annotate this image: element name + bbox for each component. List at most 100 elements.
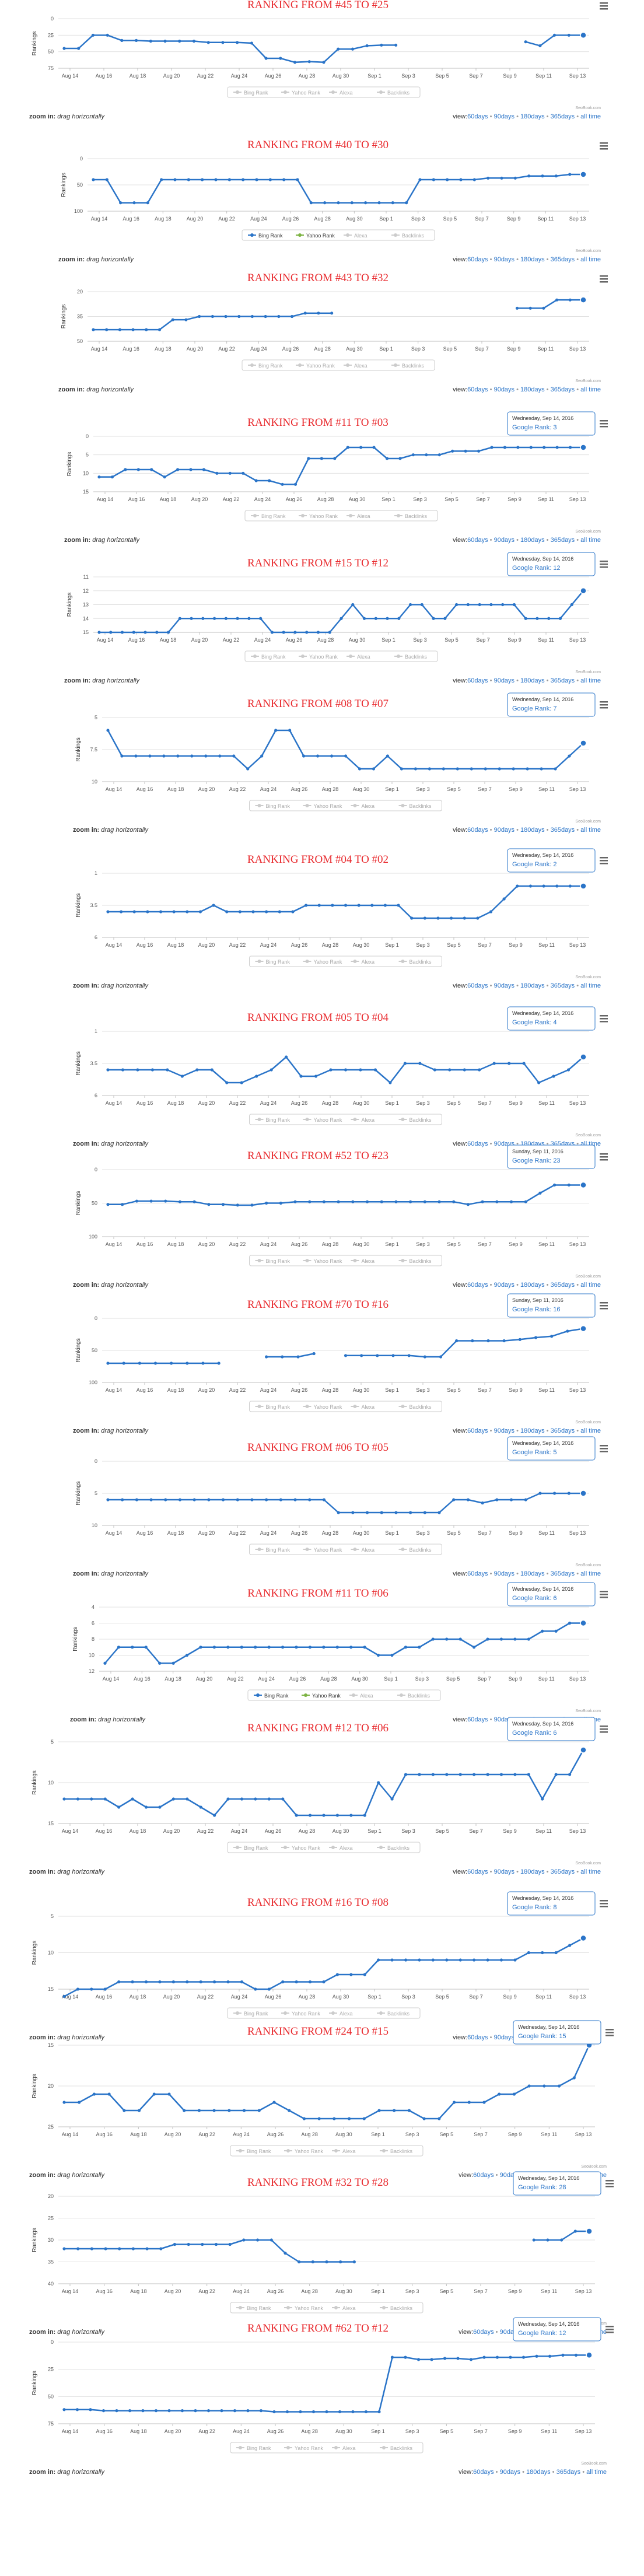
legend-item[interactable]: Alexa	[346, 654, 370, 660]
view-option-all-time[interactable]: all time	[580, 537, 601, 544]
chart-menu-icon[interactable]	[600, 1015, 608, 1023]
view-option-60days[interactable]: 60days	[467, 1282, 488, 1289]
ranking-chart[interactable]: RANKING FROM #08 TO #07 5 7.5 10 Rankings Aug…	[0, 682, 644, 858]
legend-item[interactable]: Alexa	[346, 513, 370, 519]
chart-svg[interactable]: RANKING FROM #43 TO #32203550RankingsAug…	[0, 272, 644, 417]
chart-menu-icon[interactable]	[600, 1302, 608, 1310]
view-option-365days[interactable]: 365days	[551, 1570, 575, 1577]
legend-item[interactable]: Bing Rank	[255, 1258, 290, 1264]
legend-item[interactable]: Backlinks	[397, 1693, 430, 1699]
legend-item[interactable]: Bing Rank	[236, 2148, 271, 2154]
view-option-60days[interactable]: 60days	[467, 113, 488, 120]
ranking-chart[interactable]: RANKING FROM #62 TO #12 0 25 50 75 Rankings Au…	[0, 2310, 644, 2500]
ranking-chart[interactable]: RANKING FROM #11 TO #03 0 5 10 15 Rankings Aug…	[0, 410, 644, 568]
view-option-60days[interactable]: 60days	[467, 256, 488, 263]
view-option-180days[interactable]: 180days	[520, 982, 545, 989]
legend-item[interactable]: Yahoo Rank	[302, 1693, 341, 1699]
view-option-365days[interactable]: 365days	[551, 1868, 575, 1875]
chart-menu-icon[interactable]	[600, 857, 608, 864]
view-option-180days[interactable]: 180days	[520, 113, 545, 120]
legend-item[interactable]: Backlinks	[380, 2305, 413, 2311]
ranking-chart[interactable]: RANKING FROM #06 TO #05 0 5 10 Rankings Aug 1…	[0, 1429, 644, 1601]
legend-item[interactable]: Yahoo Rank	[303, 1547, 342, 1553]
legend-item[interactable]: Alexa	[351, 803, 375, 809]
legend-item[interactable]: Alexa	[329, 2011, 353, 2017]
view-option-all-time[interactable]: all time	[580, 113, 601, 120]
legend-item[interactable]: Yahoo Rank	[303, 1258, 342, 1264]
chart-menu-icon[interactable]	[600, 2, 608, 10]
legend-item[interactable]: Backlinks	[377, 90, 410, 96]
ranking-chart[interactable]: RANKING FROM #43 TO #32 20 35 50 Rankings Aug…	[0, 272, 644, 417]
view-option-180days[interactable]: 180days	[520, 1570, 545, 1577]
chart-svg[interactable]: RANKING FROM #70 TO #16050100RankingsAug…	[0, 1289, 644, 1458]
view-option-all-time[interactable]: all time	[586, 2469, 607, 2476]
legend-item[interactable]: Bing Rank	[233, 90, 268, 96]
view-option-all-time[interactable]: all time	[580, 982, 601, 989]
legend-item[interactable]: Yahoo Rank	[296, 363, 335, 369]
legend-item[interactable]: Yahoo Rank	[303, 1404, 342, 1410]
legend-item[interactable]: Bing Rank	[251, 513, 286, 519]
view-option-60days[interactable]: 60days	[467, 1868, 488, 1875]
view-option-365days[interactable]: 365days	[551, 537, 575, 544]
view-option-all-time[interactable]: all time	[580, 1427, 601, 1434]
ranking-chart[interactable]: RANKING FROM #15 TO #12 11 12 13 14 15 Ranking…	[0, 551, 644, 708]
view-option-60days[interactable]: 60days	[467, 677, 488, 684]
ranking-chart[interactable]: RANKING FROM #40 TO #30 0 50 100 Rankings Aug…	[0, 133, 644, 287]
legend-item[interactable]: Backlinks	[398, 1547, 432, 1553]
chart-menu-icon[interactable]	[600, 701, 608, 709]
legend-item[interactable]: Alexa	[351, 1547, 375, 1553]
legend-item[interactable]: Backlinks	[398, 803, 432, 809]
legend-item[interactable]: Backlinks	[398, 1404, 432, 1410]
view-option-all-time[interactable]: all time	[580, 1570, 601, 1577]
chart-svg[interactable]: RANKING FROM #04 TO #0213.56RankingsAug …	[0, 835, 644, 1013]
view-option-365days[interactable]: 365days	[551, 256, 575, 263]
legend-item[interactable]: Yahoo Rank	[284, 2445, 323, 2451]
view-option-90days[interactable]: 90days	[494, 113, 515, 120]
legend-item[interactable]: Alexa	[349, 1693, 373, 1699]
view-option-365days[interactable]: 365days	[551, 677, 575, 684]
view-option-180days[interactable]: 180days	[520, 256, 545, 263]
view-option-all-time[interactable]: all time	[580, 1868, 601, 1875]
legend-item[interactable]: Bing Rank	[255, 1547, 290, 1553]
legend-item[interactable]: Yahoo Rank	[303, 803, 342, 809]
legend-item[interactable]: Bing Rank	[255, 959, 290, 965]
chart-menu-icon[interactable]	[606, 2180, 614, 2188]
legend-item[interactable]: Backlinks	[398, 1258, 432, 1264]
view-option-60days[interactable]: 60days	[467, 386, 488, 393]
chart-svg[interactable]: RANKING FROM #52 TO #23050100RankingsAug…	[0, 1143, 644, 1312]
chart-menu-icon[interactable]	[606, 2326, 614, 2333]
legend-item[interactable]: Bing Rank	[233, 2011, 268, 2017]
view-option-365days[interactable]: 365days	[551, 1427, 575, 1434]
chart-menu-icon[interactable]	[600, 1591, 608, 1598]
chart-menu-icon[interactable]	[600, 142, 608, 150]
legend-item[interactable]: Alexa	[344, 363, 368, 369]
legend-item[interactable]: Yahoo Rank	[281, 1845, 320, 1851]
legend-item[interactable]: Bing Rank	[248, 233, 283, 239]
ranking-chart[interactable]: RANKING FROM #70 TO #16 0 50 100 Rankings Aug…	[0, 1289, 644, 1458]
legend-item[interactable]: Backlinks	[394, 513, 428, 519]
legend-item[interactable]: Alexa	[351, 959, 375, 965]
legend-item[interactable]: Backlinks	[377, 1845, 410, 1851]
chart-menu-icon[interactable]	[600, 420, 608, 428]
chart-svg[interactable]: RANKING FROM #32 TO #282025303540Ranking…	[0, 2167, 644, 2360]
view-option-180days[interactable]: 180days	[520, 677, 545, 684]
view-option-365days[interactable]: 365days	[551, 982, 575, 989]
view-option-180days[interactable]: 180days	[520, 827, 545, 834]
view-option-90days[interactable]: 90days	[494, 1427, 515, 1434]
chart-svg[interactable]: RANKING FROM #08 TO #0757.510RankingsAug…	[0, 682, 644, 858]
view-option-365days[interactable]: 365days	[556, 2469, 581, 2476]
view-option-90days[interactable]: 90days	[494, 386, 515, 393]
legend-item[interactable]: Alexa	[332, 2305, 356, 2311]
chart-svg[interactable]: RANKING FROM #45 TO #250255075RankingsAu…	[0, 0, 644, 144]
ranking-chart[interactable]: RANKING FROM #52 TO #23 0 50 100 Rankings Aug…	[0, 1143, 644, 1312]
view-option-90days[interactable]: 90days	[494, 256, 515, 263]
view-option-180days[interactable]: 180days	[526, 2469, 551, 2476]
legend-item[interactable]: Bing Rank	[254, 1693, 289, 1699]
chart-svg[interactable]: RANKING FROM #05 TO #0413.56RankingsAug …	[0, 991, 644, 1171]
view-option-60days[interactable]: 60days	[467, 1716, 488, 1723]
chart-svg[interactable]: RANKING FROM #11 TO #03051015RankingsAug…	[0, 410, 644, 568]
view-option-365days[interactable]: 365days	[551, 113, 575, 120]
chart-menu-icon[interactable]	[600, 1726, 608, 1733]
view-option-180days[interactable]: 180days	[520, 386, 545, 393]
legend-item[interactable]: Yahoo Rank	[281, 90, 320, 96]
